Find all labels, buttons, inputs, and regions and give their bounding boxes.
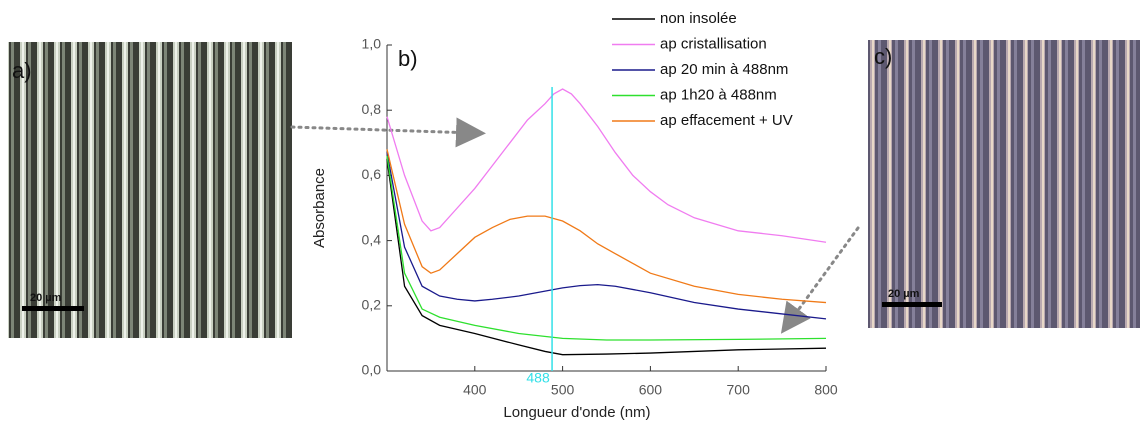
panel-label: c): [874, 44, 892, 69]
x-tick-label: 800: [814, 382, 838, 398]
y-tick-label: 0,4: [362, 231, 382, 247]
micrograph-a: [8, 42, 292, 338]
micrograph-c: [868, 40, 1140, 328]
x-axis-title: Longueur d'onde (nm): [503, 404, 650, 421]
series-line: [386, 152, 827, 320]
scale-label: 20 µm: [30, 292, 62, 304]
series-line: [386, 88, 827, 243]
y-tick-label: 0,0: [362, 362, 382, 378]
y-tick-label: 1,0: [362, 36, 382, 52]
scale-label: 20 µm: [888, 288, 920, 300]
scale-bar: [22, 306, 84, 311]
x-tick-label: 400: [463, 382, 487, 398]
series-line: [386, 159, 827, 356]
legend-label: ap effacement + UV: [660, 112, 793, 129]
x-tick-label: 600: [639, 382, 663, 398]
arrow: [290, 117, 486, 148]
y-tick-label: 0,2: [362, 297, 382, 313]
x-tick-label: 700: [727, 382, 751, 398]
y-tick-label: 0,6: [362, 166, 382, 182]
y-tick-label: 0,8: [362, 101, 382, 117]
series-line: [386, 155, 827, 341]
panel-label: b): [398, 46, 418, 71]
arrow: [780, 226, 860, 334]
legend-label: ap 1h20 à 488nm: [660, 86, 777, 103]
legend-label: ap 20 min à 488nm: [660, 61, 788, 78]
x-tick-label: 500: [551, 382, 575, 398]
scale-bar: [882, 302, 942, 307]
legend-label: non insolée: [660, 10, 737, 27]
marker-label: 488: [526, 370, 550, 386]
legend-label: ap cristallisation: [660, 35, 767, 52]
y-axis-title: Absorbance: [311, 168, 328, 248]
panel-label: a): [12, 58, 32, 83]
series-line: [386, 149, 827, 304]
